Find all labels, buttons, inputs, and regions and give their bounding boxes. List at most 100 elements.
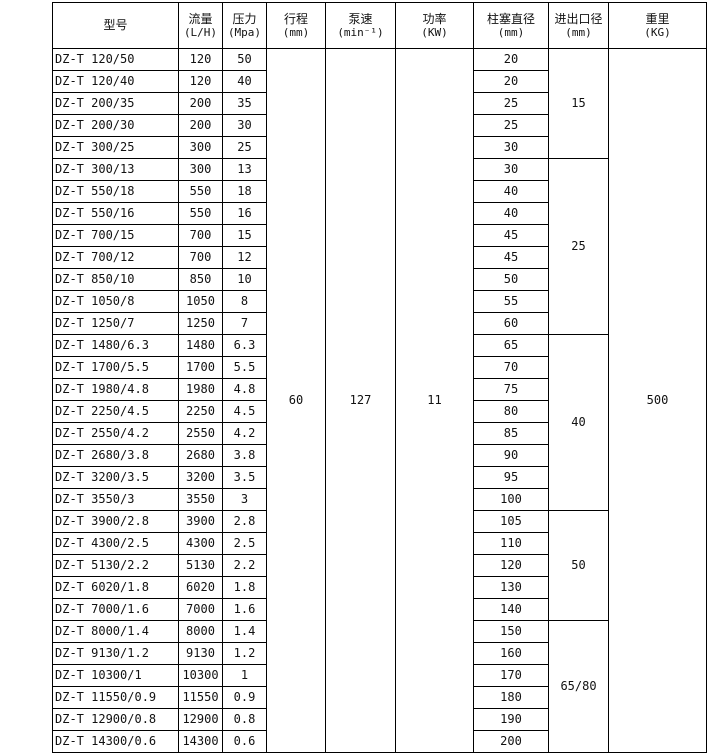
model-cell: DZ-T 9130/1.2 bbox=[52, 642, 179, 665]
model-cell: DZ-T 3550/3 bbox=[52, 488, 179, 511]
model-cell: DZ-T 11550/0.9 bbox=[52, 686, 179, 709]
header-title: 流量 bbox=[188, 11, 213, 26]
model-cell: DZ-T 10300/1 bbox=[52, 664, 179, 687]
header-unit: (mm) bbox=[282, 25, 310, 39]
model-cell: DZ-T 300/13 bbox=[52, 158, 179, 181]
power-cell: 11 bbox=[395, 48, 474, 753]
header-row: 型号 流量 (L/H) 压力 (Mpa) 行程 (mm) 泵速 (min⁻¹) 功率 (KW) 柱塞直… bbox=[52, 2, 707, 49]
model-cell: DZ-T 4300/2.5 bbox=[52, 532, 179, 555]
pressure-cell: 2.8 bbox=[222, 510, 267, 533]
pressure-cell: 1.6 bbox=[222, 598, 267, 621]
table-row: DZ-T 700/12 700 12 45 bbox=[52, 246, 707, 269]
plunger-diameter-cell: 200 bbox=[473, 730, 549, 753]
column-header: 型号 bbox=[52, 2, 179, 49]
flow-cell: 120 bbox=[178, 70, 223, 93]
flow-cell: 1480 bbox=[178, 334, 223, 357]
table-row: DZ-T 4300/2.5 4300 2.5 110 bbox=[52, 532, 707, 555]
model-cell: DZ-T 1050/8 bbox=[52, 290, 179, 313]
model-cell: DZ-T 700/15 bbox=[52, 224, 179, 247]
flow-cell: 200 bbox=[178, 92, 223, 115]
flow-cell: 7000 bbox=[178, 598, 223, 621]
model-cell: DZ-T 200/30 bbox=[52, 114, 179, 137]
table-row: DZ-T 200/30 200 30 25 bbox=[52, 114, 707, 137]
plunger-diameter-cell: 40 bbox=[473, 202, 549, 225]
plunger-diameter-cell: 65 bbox=[473, 334, 549, 357]
pump-spec-table: 型号 流量 (L/H) 压力 (Mpa) 行程 (mm) 泵速 (min⁻¹) 功率 (KW) 柱塞直… bbox=[52, 2, 707, 753]
flow-cell: 300 bbox=[178, 136, 223, 159]
pressure-cell: 2.2 bbox=[222, 554, 267, 577]
plunger-diameter-cell: 110 bbox=[473, 532, 549, 555]
model-cell: DZ-T 1250/7 bbox=[52, 312, 179, 335]
pressure-cell: 1.2 bbox=[222, 642, 267, 665]
header-unit: (mm) bbox=[497, 25, 525, 39]
plunger-diameter-cell: 80 bbox=[473, 400, 549, 423]
header-unit: (min⁻¹) bbox=[337, 25, 384, 39]
pressure-cell: 4.8 bbox=[222, 378, 267, 401]
model-cell: DZ-T 2250/4.5 bbox=[52, 400, 179, 423]
table-row: DZ-T 300/13 300 13 30 25 bbox=[52, 158, 707, 335]
plunger-diameter-cell: 100 bbox=[473, 488, 549, 511]
flow-cell: 4300 bbox=[178, 532, 223, 555]
table-row: DZ-T 300/25 300 25 30 bbox=[52, 136, 707, 159]
plunger-diameter-cell: 85 bbox=[473, 422, 549, 445]
plunger-diameter-cell: 60 bbox=[473, 312, 549, 335]
model-cell: DZ-T 1480/6.3 bbox=[52, 334, 179, 357]
model-cell: DZ-T 1980/4.8 bbox=[52, 378, 179, 401]
model-cell: DZ-T 1700/5.5 bbox=[52, 356, 179, 379]
plunger-diameter-cell: 20 bbox=[473, 70, 549, 93]
pressure-cell: 30 bbox=[222, 114, 267, 137]
pressure-cell: 3.8 bbox=[222, 444, 267, 467]
plunger-diameter-cell: 40 bbox=[473, 180, 549, 203]
model-cell: DZ-T 850/10 bbox=[52, 268, 179, 291]
flow-cell: 5130 bbox=[178, 554, 223, 577]
column-header: 进出口径 (mm) bbox=[548, 2, 609, 49]
model-cell: DZ-T 550/18 bbox=[52, 180, 179, 203]
model-cell: DZ-T 120/50 bbox=[52, 48, 179, 71]
header-unit: (KG) bbox=[644, 25, 671, 39]
table-row: DZ-T 2680/3.8 2680 3.8 90 bbox=[52, 444, 707, 467]
pressure-cell: 5.5 bbox=[222, 356, 267, 379]
flow-cell: 300 bbox=[178, 158, 223, 181]
plunger-diameter-cell: 30 bbox=[473, 158, 549, 181]
model-cell: DZ-T 5130/2.2 bbox=[52, 554, 179, 577]
table-row: DZ-T 550/18 550 18 40 bbox=[52, 180, 707, 203]
pressure-cell: 3 bbox=[222, 488, 267, 511]
pressure-cell: 40 bbox=[222, 70, 267, 93]
table-row: DZ-T 120/50 120 50 60 127 11 20 15 500 bbox=[52, 48, 707, 753]
column-header: 重里 (KG) bbox=[608, 2, 707, 49]
table-row: DZ-T 1250/7 1250 7 60 bbox=[52, 312, 707, 335]
pressure-cell: 7 bbox=[222, 312, 267, 335]
column-header: 功率 (KW) bbox=[395, 2, 474, 49]
flow-cell: 3550 bbox=[178, 488, 223, 511]
pressure-cell: 3.5 bbox=[222, 466, 267, 489]
pressure-cell: 4.5 bbox=[222, 400, 267, 423]
pressure-cell: 0.6 bbox=[222, 730, 267, 753]
model-cell: DZ-T 6020/1.8 bbox=[52, 576, 179, 599]
flow-cell: 12900 bbox=[178, 708, 223, 731]
plunger-diameter-cell: 55 bbox=[473, 290, 549, 313]
table-row: DZ-T 8000/1.4 8000 1.4 150 65/80 bbox=[52, 620, 707, 753]
flow-cell: 850 bbox=[178, 268, 223, 291]
model-cell: DZ-T 14300/0.6 bbox=[52, 730, 179, 753]
column-header: 行程 (mm) bbox=[266, 2, 326, 49]
plunger-diameter-cell: 75 bbox=[473, 378, 549, 401]
header-title: 压力 bbox=[232, 11, 257, 26]
model-cell: DZ-T 12900/0.8 bbox=[52, 708, 179, 731]
speed-cell: 127 bbox=[325, 48, 396, 753]
model-cell: DZ-T 700/12 bbox=[52, 246, 179, 269]
flow-cell: 700 bbox=[178, 224, 223, 247]
flow-cell: 1980 bbox=[178, 378, 223, 401]
flow-cell: 3900 bbox=[178, 510, 223, 533]
pressure-cell: 16 bbox=[222, 202, 267, 225]
pressure-cell: 1.4 bbox=[222, 620, 267, 643]
pressure-cell: 13 bbox=[222, 158, 267, 181]
model-cell: DZ-T 300/25 bbox=[52, 136, 179, 159]
flow-cell: 1250 bbox=[178, 312, 223, 335]
model-cell: DZ-T 200/35 bbox=[52, 92, 179, 115]
pressure-cell: 10 bbox=[222, 268, 267, 291]
pressure-cell: 4.2 bbox=[222, 422, 267, 445]
port-diameter-cell: 50 bbox=[548, 510, 609, 621]
plunger-diameter-cell: 30 bbox=[473, 136, 549, 159]
flow-cell: 550 bbox=[178, 202, 223, 225]
flow-cell: 11550 bbox=[178, 686, 223, 709]
